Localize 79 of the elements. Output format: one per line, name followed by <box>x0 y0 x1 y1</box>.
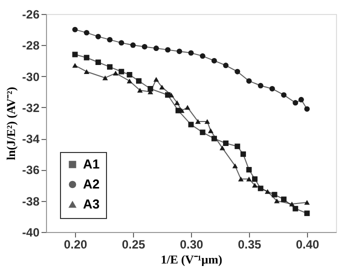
point <box>208 128 214 134</box>
point <box>234 68 240 74</box>
y-tick-label: -36 <box>22 163 40 178</box>
point <box>95 34 101 40</box>
x-tick-label: 0.35 <box>238 238 262 252</box>
point <box>84 30 90 36</box>
point <box>304 210 310 216</box>
point <box>176 48 182 54</box>
point <box>204 119 210 124</box>
y-tick-label: -28 <box>22 38 40 53</box>
point <box>264 189 270 194</box>
point <box>223 62 229 68</box>
point <box>258 186 264 192</box>
point <box>281 92 287 98</box>
point <box>304 200 310 205</box>
x-tick-label: 0.30 <box>180 238 204 252</box>
point <box>272 192 278 198</box>
x-tick-label: 0.25 <box>122 238 146 252</box>
point <box>223 140 229 146</box>
point <box>84 54 90 60</box>
y-tick-label: -30 <box>22 70 40 84</box>
point <box>136 78 142 84</box>
legend-label: A2 <box>83 176 100 192</box>
point <box>165 47 171 53</box>
point <box>298 96 304 102</box>
x-tick-label: 0.40 <box>296 238 320 252</box>
x-axis-title: 1/E (V⁻¹μm) <box>160 252 222 266</box>
point <box>165 92 171 98</box>
point <box>246 78 252 84</box>
point <box>211 58 217 64</box>
point <box>176 108 181 114</box>
point <box>240 151 246 157</box>
point <box>234 144 240 150</box>
point <box>102 75 108 80</box>
y-tick-label: -26 <box>22 8 40 22</box>
point <box>118 68 124 74</box>
y-tick-label: -38 <box>22 194 40 208</box>
point <box>130 42 136 48</box>
point <box>72 26 78 32</box>
point <box>269 86 275 92</box>
point <box>258 82 264 88</box>
point <box>289 202 295 206</box>
point <box>174 100 180 106</box>
point <box>195 119 201 124</box>
point <box>281 196 287 202</box>
point <box>304 106 310 112</box>
y-tick-label: -32 <box>22 100 40 115</box>
point <box>252 182 258 188</box>
x-tick-label: 0.20 <box>64 238 88 252</box>
point <box>200 53 206 59</box>
y-tick-label: -34 <box>22 132 40 146</box>
point <box>252 176 258 182</box>
point <box>126 78 132 84</box>
point <box>72 63 78 68</box>
point <box>118 40 124 46</box>
point <box>274 198 280 204</box>
point <box>246 176 252 182</box>
point <box>107 36 113 42</box>
point <box>238 176 244 182</box>
point <box>153 46 159 51</box>
point <box>142 44 148 50</box>
point <box>200 130 206 136</box>
legend-label: A1 <box>83 156 100 172</box>
point <box>184 105 190 110</box>
point <box>246 166 252 172</box>
point <box>220 146 226 150</box>
point <box>126 72 132 78</box>
point <box>292 206 298 212</box>
point <box>188 50 194 56</box>
point <box>84 69 90 74</box>
y-tick-label: -40 <box>22 226 40 240</box>
point <box>292 100 298 106</box>
point <box>153 77 159 82</box>
point <box>232 163 238 168</box>
point <box>95 60 101 66</box>
legend-label: A3 <box>83 196 100 212</box>
point <box>211 136 217 142</box>
point <box>107 64 113 70</box>
y-axis-title: ln(J/E²) (AV⁻²) <box>4 86 18 160</box>
